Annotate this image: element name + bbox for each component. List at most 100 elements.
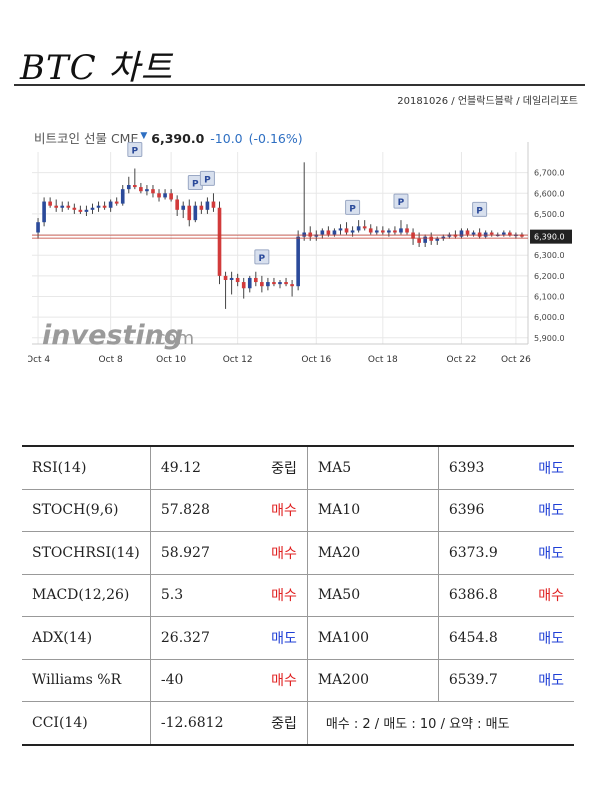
candle-body [314, 234, 319, 237]
chart-grid [32, 142, 529, 345]
indicator-name: STOCH(9,6) [22, 488, 151, 532]
p-marker-box [199, 170, 215, 186]
candle-body [387, 230, 391, 233]
price-change-pct: (-0.16%) [248, 131, 303, 146]
ma-name: MA5 [307, 445, 439, 490]
p-marker-label: P [259, 254, 266, 264]
indicator-row: ADX(14) 26.327 매도 MA100 6454.8 매도 [22, 616, 574, 660]
candle-body [235, 277, 240, 283]
candle-body [78, 209, 83, 212]
candle-body [260, 282, 264, 287]
indicator-row: RSI(14) 49.12 중립 MA5 6393 매도 [22, 445, 574, 490]
candle-body [133, 185, 137, 188]
indicator-value: -12.6812 [160, 714, 224, 731]
candle-body [368, 228, 373, 233]
indicator-name: ADX(14) [22, 616, 151, 660]
indicator-cell: 26.327 매도 [150, 616, 308, 660]
p-marker-label: P [349, 204, 356, 214]
candle-body [399, 228, 403, 233]
ma-value: 6373.9 [448, 544, 498, 561]
candle-body [356, 226, 361, 231]
ma-cell: 6454.8 매도 [438, 616, 574, 660]
candle-body [405, 228, 409, 233]
indicator-cell: 49.12 중립 [150, 445, 308, 490]
x-tick-label: Oct 18 [368, 355, 398, 365]
y-tick-label: 6,100.0 [534, 293, 565, 302]
title-divider [14, 84, 585, 86]
candle-body [338, 228, 343, 231]
p-marker-box [127, 142, 143, 158]
indicator-signal: 매도 [271, 630, 297, 647]
ma-value: 6539.7 [448, 672, 498, 689]
candle-body [290, 284, 294, 287]
x-tick-label: Oct 4 [28, 355, 50, 365]
indicator-name: STOCHRSI(14) [22, 531, 151, 575]
candle-body [60, 205, 65, 208]
p-marker-label: P [132, 147, 139, 157]
candle-body [362, 226, 367, 229]
candle-body [411, 232, 415, 239]
candle-body [308, 232, 313, 237]
candle-body [169, 193, 173, 200]
candle-body [332, 230, 337, 235]
candle-body [453, 234, 458, 237]
candle-body [489, 232, 494, 235]
x-tick-label: Oct 8 [99, 355, 123, 365]
candle-body [284, 282, 288, 285]
indicator-signal: 중립 [271, 715, 297, 732]
candle-body [187, 205, 192, 221]
indicator-signal: 중립 [271, 460, 297, 477]
candle-body [205, 201, 210, 210]
source-line: 20181026 / 언블락드블락 / 데일리리포트 [397, 96, 578, 107]
indicator-value: 58.927 [160, 544, 210, 561]
y-tick-label: 6,500.0 [534, 210, 565, 219]
candle-body [102, 205, 107, 208]
indicator-name: CCI(14) [22, 701, 151, 746]
p-marker-label: P [204, 175, 211, 185]
x-tick-label: Oct 16 [301, 355, 331, 365]
candle-body [217, 207, 222, 276]
indicator-row: STOCH(9,6) 57.828 매수 MA10 6396 매도 [22, 488, 574, 532]
y-tick-label: 5,900.0 [534, 334, 565, 343]
candle-body [163, 193, 167, 198]
ma-name: MA10 [307, 488, 439, 532]
candle-body [54, 205, 59, 208]
candle-body [423, 236, 427, 243]
candle-body [320, 230, 325, 235]
candle-body [344, 228, 349, 233]
y-tick-label: 6,200.0 [534, 272, 565, 281]
candle-body [114, 201, 119, 204]
candles [32, 162, 528, 309]
current-value-label: 6,390.0 [534, 233, 565, 242]
candle-body [429, 236, 434, 241]
indicator-cell: 57.828 매수 [150, 488, 308, 532]
candle-body [157, 193, 161, 198]
candle-body [139, 187, 143, 192]
indicator-cell: -40 매수 [150, 658, 308, 702]
ma-value: 6454.8 [448, 629, 498, 646]
indicator-name: MACD(12,26) [22, 573, 151, 617]
instrument-name: 비트코인 선물 CME [34, 131, 139, 146]
indicator-value: 26.327 [160, 629, 210, 646]
candle-body [296, 236, 300, 287]
candle-body [381, 230, 385, 233]
current-value-tag [530, 229, 572, 244]
candle-body [42, 201, 46, 223]
candle-body [447, 234, 452, 237]
candle-body [266, 282, 270, 287]
candle-body [193, 205, 198, 221]
ma-name: MA200 [307, 658, 439, 702]
indicator-row: Williams %R -40 매수 MA200 6539.7 매도 [22, 658, 574, 702]
current-price: 6,390.0 [151, 131, 205, 146]
candle-body [90, 207, 95, 210]
ma-cell: 6373.9 매도 [438, 531, 574, 575]
ma-signal: 매도 [538, 460, 564, 477]
x-tick-label: Oct 12 [223, 355, 253, 365]
down-arrow-icon: ▼ [140, 130, 148, 141]
candle-body [272, 282, 276, 285]
p-marker-box [393, 193, 409, 209]
candle-body [48, 201, 52, 206]
indicator-row: STOCHRSI(14) 58.927 매수 MA20 6373.9 매도 [22, 531, 574, 575]
investing-watermark: investing .com [42, 320, 194, 351]
